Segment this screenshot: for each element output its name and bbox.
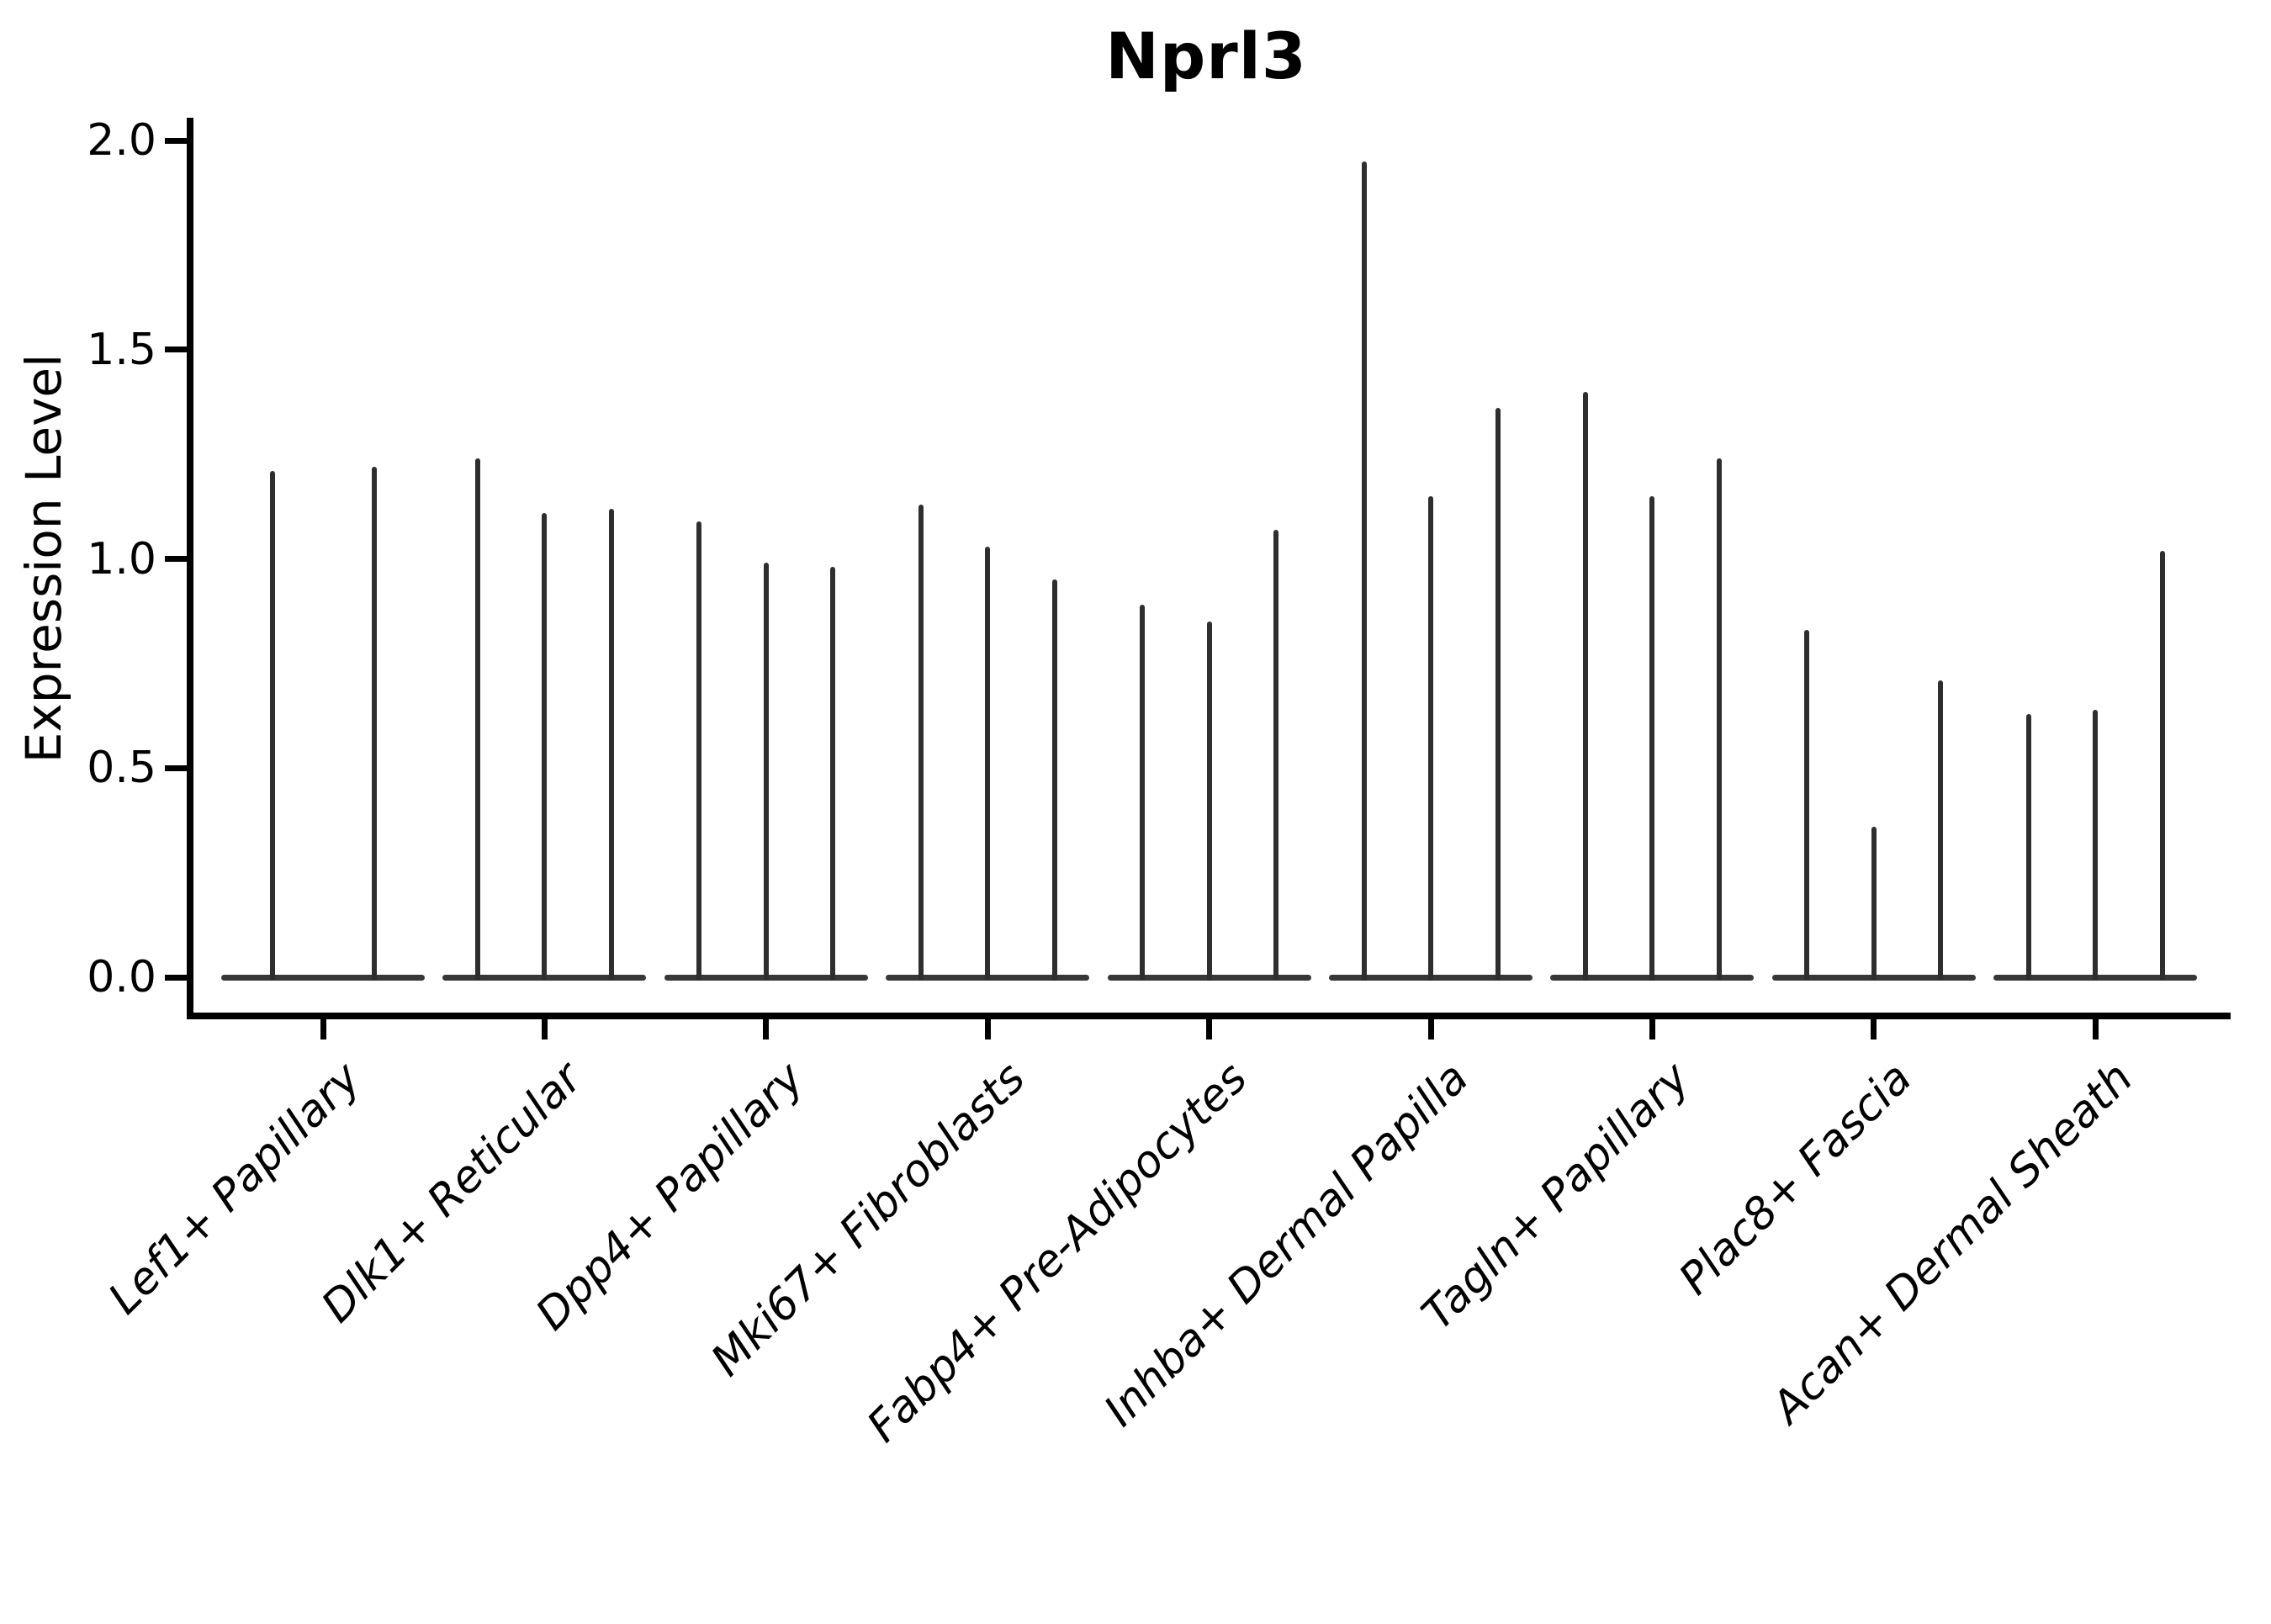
violin-spike <box>474 458 480 981</box>
x-tick <box>541 1019 548 1039</box>
violin-spike <box>985 546 991 981</box>
y-axis-spine <box>187 118 193 1019</box>
y-tick <box>165 137 187 144</box>
y-tick <box>165 556 187 562</box>
violin-spike <box>371 467 377 981</box>
violin-spike <box>830 567 836 981</box>
chart-title: Nprl3 <box>1105 19 1307 93</box>
y-tick <box>165 764 187 771</box>
violin-spike <box>1361 161 1367 981</box>
violin-spike <box>2159 550 2165 981</box>
violin-spike <box>2025 713 2031 981</box>
violin-spike <box>1938 680 1944 981</box>
x-tick <box>763 1019 770 1039</box>
violin-spike <box>696 521 702 981</box>
violin-spike <box>1273 529 1279 981</box>
x-tick <box>1871 1019 1877 1039</box>
x-tick <box>2092 1019 2099 1039</box>
violin-spike <box>1206 622 1212 981</box>
violin-spike <box>1051 579 1057 981</box>
violin-spike <box>1582 391 1588 981</box>
violin-spike <box>1804 630 1810 981</box>
violin-spike <box>269 471 275 981</box>
violin-baseline <box>221 974 425 981</box>
y-tick-label: 1.0 <box>87 533 156 585</box>
x-tick <box>1649 1019 1655 1039</box>
violin-spike <box>2093 709 2099 981</box>
violin-spike <box>1140 605 1146 981</box>
violin-spike <box>1716 458 1722 981</box>
y-tick <box>165 346 187 353</box>
y-tick-label: 0.5 <box>87 743 156 794</box>
violin-spike <box>918 504 924 981</box>
y-tick <box>165 974 187 981</box>
x-tick <box>1206 1019 1213 1039</box>
x-axis-spine <box>187 1013 2231 1019</box>
y-tick-label: 0.0 <box>87 952 156 1002</box>
violin-spike <box>763 563 769 981</box>
y-tick-label: 1.5 <box>87 324 156 375</box>
violin-spike <box>542 512 548 981</box>
violin-plot-figure: Nprl3 Expression Level 0.0 0.5 1.0 1.5 2.0 Le… <box>15 19 2231 1452</box>
x-tick <box>320 1019 326 1039</box>
violin-spike <box>608 508 614 981</box>
violin-spike <box>1428 495 1433 981</box>
violin-spike <box>1871 826 1877 981</box>
x-tick <box>1427 1019 1434 1039</box>
x-tick <box>984 1019 991 1039</box>
violin-spike <box>1649 495 1655 981</box>
violin-spike <box>1495 408 1501 981</box>
y-tick-label: 2.0 <box>87 115 156 166</box>
